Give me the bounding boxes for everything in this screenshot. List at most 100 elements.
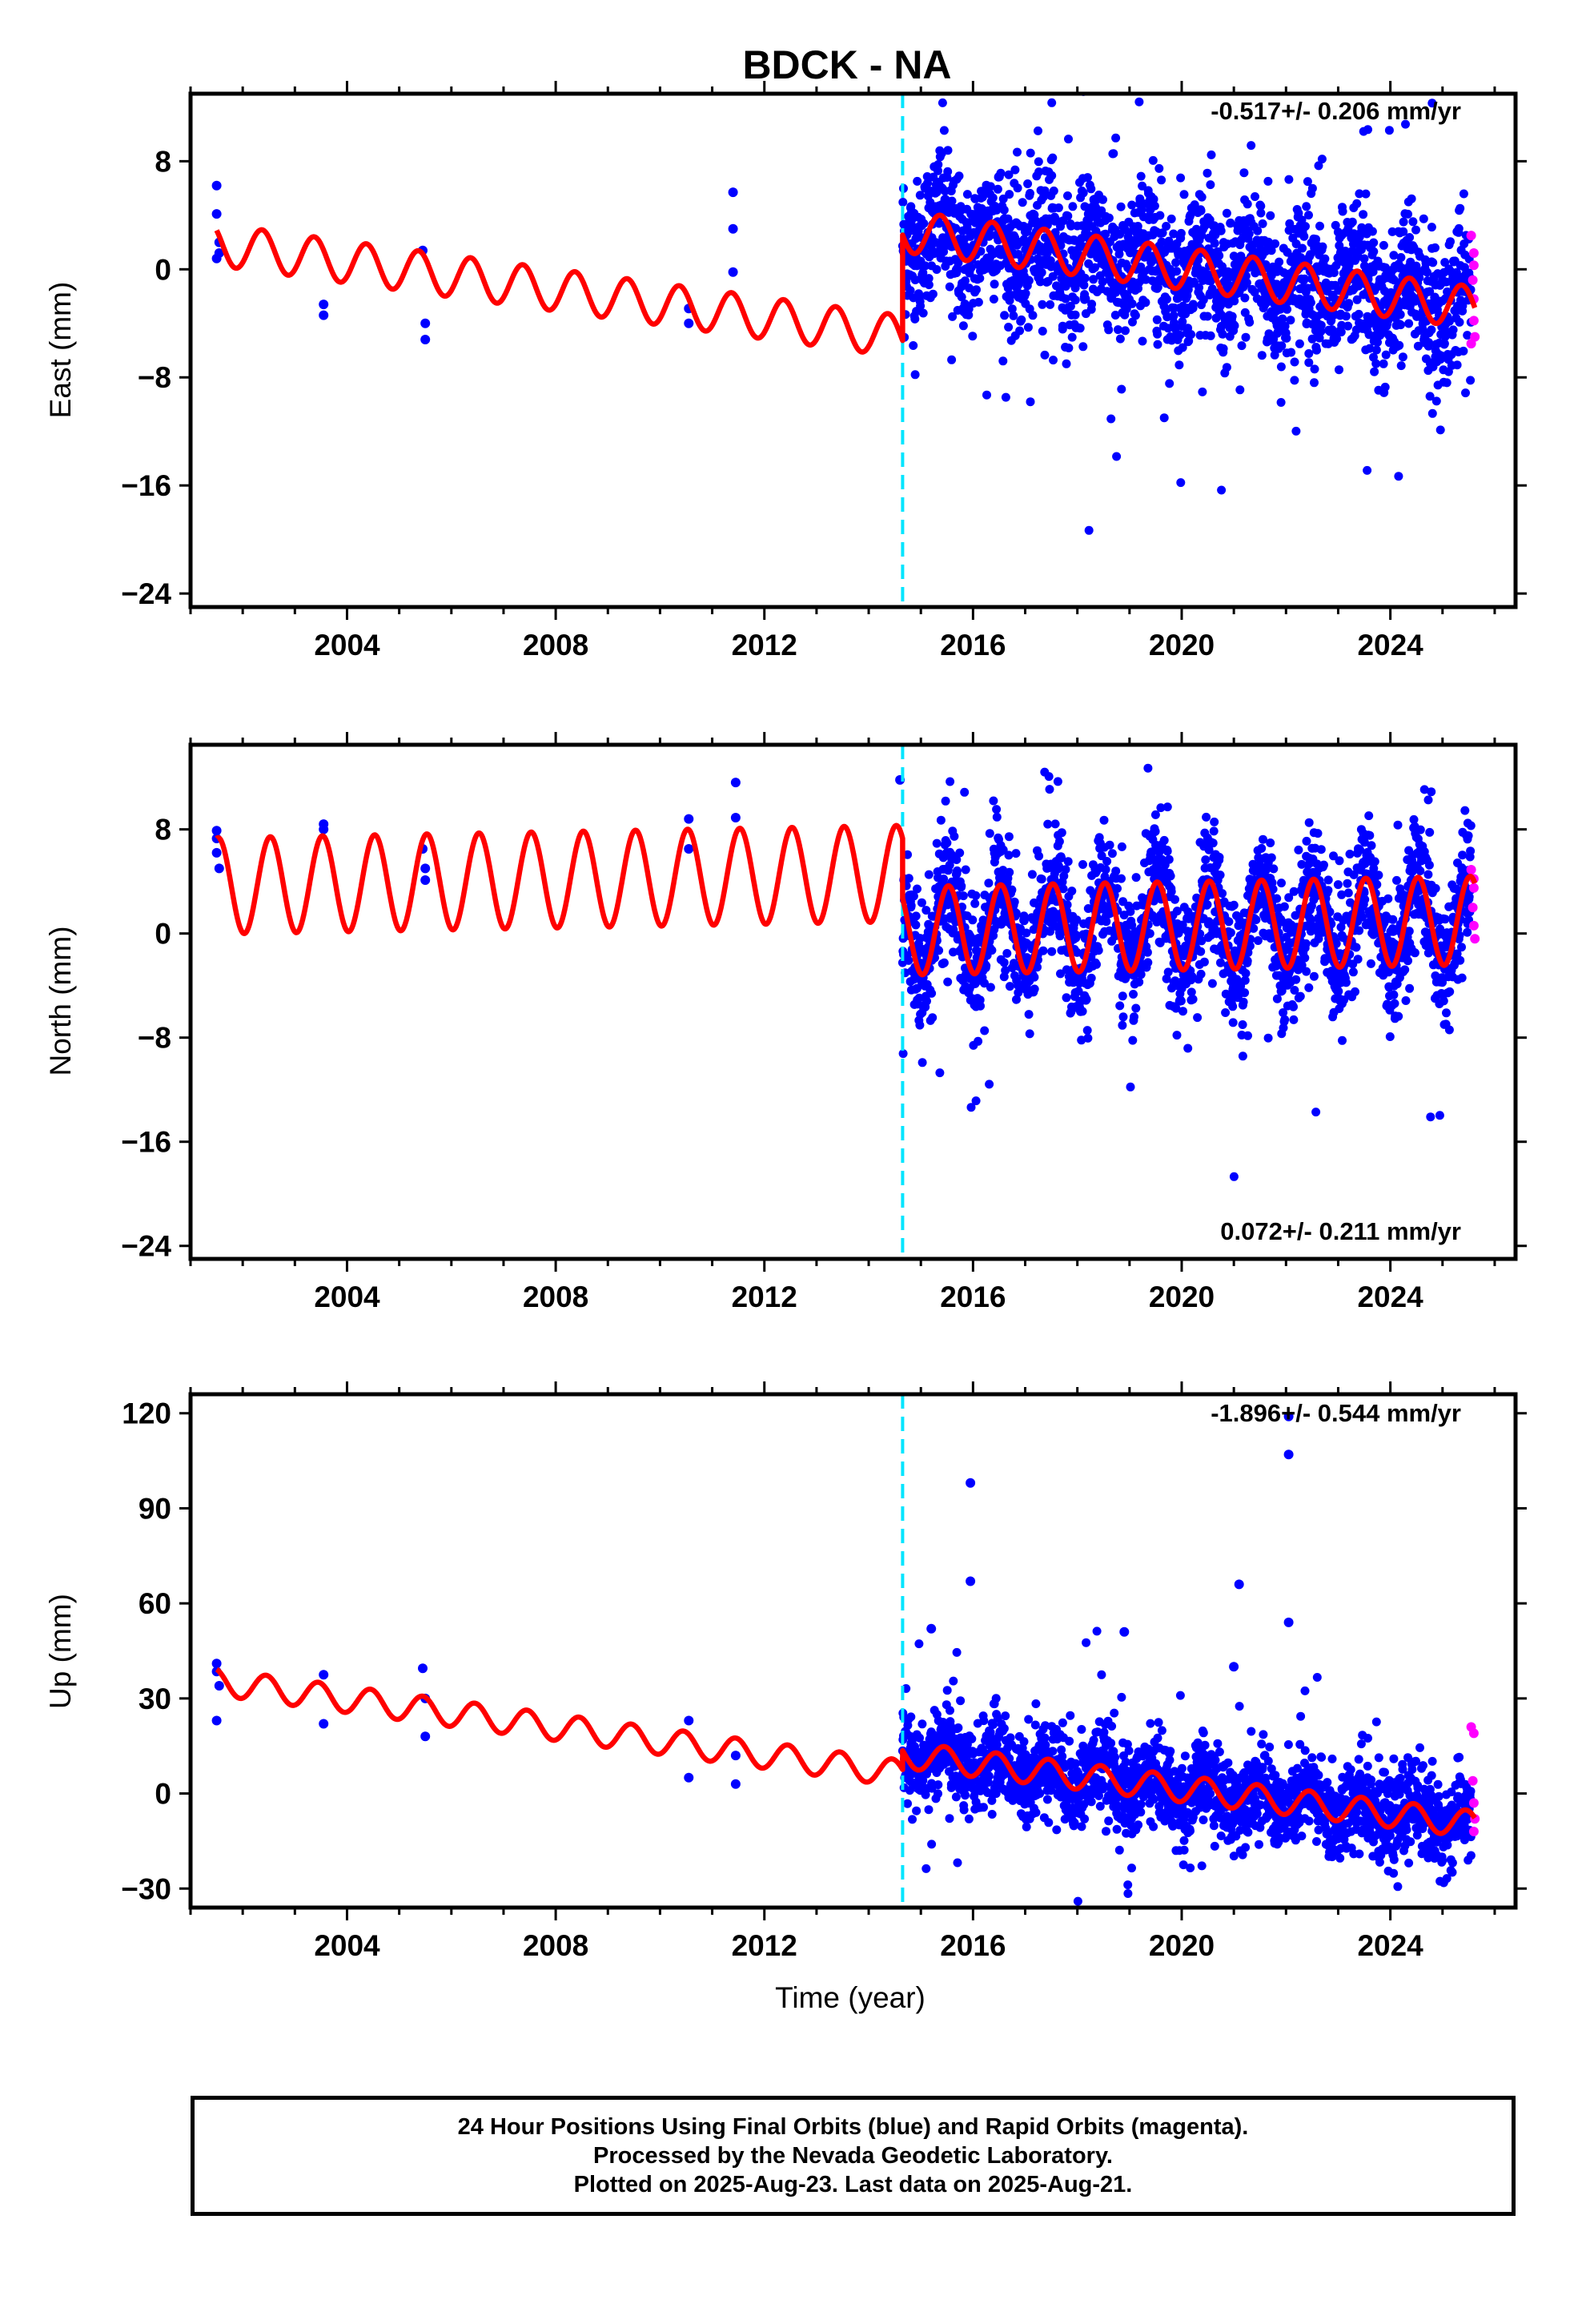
- data-point: [1238, 1051, 1247, 1061]
- data-point: [1143, 958, 1153, 967]
- data-point: [1134, 97, 1144, 107]
- data-point: [1263, 1033, 1273, 1043]
- data-point: [945, 282, 954, 292]
- data-point: [1049, 186, 1058, 195]
- data-point: [1309, 971, 1319, 981]
- y-tick-label: −16: [121, 1126, 171, 1159]
- data-point: [1063, 857, 1073, 866]
- data-point: [1398, 352, 1407, 362]
- data-point: [961, 276, 970, 286]
- rate-label: 0.072+/- 0.211 mm/yr: [1220, 1217, 1461, 1245]
- data-point: [1300, 274, 1309, 283]
- data-point: [1319, 860, 1328, 870]
- data-point: [905, 286, 915, 296]
- data-point: [1152, 315, 1162, 324]
- data-point: [1425, 827, 1435, 837]
- data-point: [1184, 336, 1194, 346]
- data-point: [1150, 826, 1160, 836]
- data-point: [970, 899, 980, 908]
- final-orbit-point: [420, 875, 431, 885]
- data-point: [1363, 125, 1372, 135]
- data-point: [1347, 217, 1357, 227]
- data-point: [1335, 365, 1343, 375]
- data-point: [1379, 240, 1388, 250]
- data-point: [1341, 312, 1351, 321]
- data-point: [1448, 325, 1458, 335]
- data-point: [1159, 835, 1169, 845]
- data-point: [1405, 983, 1415, 993]
- data-point: [1442, 1008, 1451, 1018]
- rapid-orbit-point: [1468, 248, 1479, 258]
- data-point: [1323, 312, 1332, 321]
- data-point: [1130, 1012, 1138, 1022]
- data-point: [934, 946, 944, 955]
- data-point: [1162, 846, 1172, 856]
- data-point: [1253, 936, 1263, 945]
- plot-area: [211, 1394, 1480, 1908]
- data-point: [1389, 990, 1399, 999]
- data-point: [1195, 960, 1204, 969]
- data-point: [961, 865, 970, 875]
- data-point: [1040, 186, 1050, 195]
- data-point: [990, 279, 999, 289]
- data-point: [1445, 987, 1455, 996]
- data-point: [946, 777, 955, 786]
- data-point: [1174, 250, 1183, 259]
- data-point: [1301, 939, 1311, 948]
- data-point: [1202, 812, 1211, 822]
- data-point: [934, 160, 943, 169]
- data-point: [958, 891, 968, 901]
- data-point: [1017, 315, 1026, 324]
- data-point: [1235, 385, 1245, 395]
- data-point: [989, 295, 998, 304]
- data-point: [1151, 840, 1160, 850]
- data-point: [1033, 846, 1042, 855]
- data-point: [1198, 387, 1207, 396]
- data-point: [1365, 344, 1375, 353]
- data-point: [1098, 195, 1107, 204]
- data-point: [908, 222, 917, 231]
- data-point: [1179, 259, 1189, 268]
- data-point: [996, 898, 1006, 907]
- data-point: [1334, 987, 1343, 996]
- data-point: [1373, 337, 1382, 347]
- data-point: [993, 184, 1002, 194]
- y-tick-label: −8: [138, 1022, 171, 1055]
- data-point: [1121, 326, 1130, 336]
- data-point: [1371, 359, 1381, 368]
- data-point: [1290, 376, 1299, 385]
- data-point: [1288, 922, 1298, 931]
- data-point: [1021, 288, 1030, 298]
- data-point: [943, 977, 953, 987]
- data-point: [1027, 870, 1037, 879]
- data-point: [1131, 1003, 1141, 1013]
- data-point: [1163, 324, 1173, 333]
- data-point: [923, 179, 933, 188]
- data-point: [1267, 307, 1276, 316]
- data-point: [1424, 860, 1434, 870]
- data-point: [1298, 243, 1307, 253]
- data-point: [957, 292, 966, 302]
- data-point: [1431, 883, 1440, 893]
- data-point: [1072, 915, 1082, 925]
- data-point: [1203, 312, 1212, 321]
- data-point: [1068, 976, 1078, 986]
- data-point: [1037, 267, 1046, 277]
- data-point: [1306, 250, 1315, 259]
- data-point: [1042, 1795, 1052, 1804]
- data-point: [1122, 304, 1131, 314]
- data-point: [910, 370, 920, 380]
- data-point: [1463, 331, 1472, 340]
- plot-area: [211, 94, 1480, 607]
- data-point: [1341, 978, 1351, 987]
- data-point: [1207, 979, 1217, 988]
- data-point: [1172, 267, 1182, 276]
- data-point: [939, 126, 949, 135]
- data-point: [1415, 825, 1425, 834]
- data-point: [1301, 222, 1310, 231]
- data-point: [1240, 988, 1250, 998]
- data-point: [978, 192, 987, 202]
- x-tick-label: 2012: [732, 629, 797, 661]
- y-tick-label: 8: [155, 814, 171, 846]
- data-point: [939, 247, 949, 256]
